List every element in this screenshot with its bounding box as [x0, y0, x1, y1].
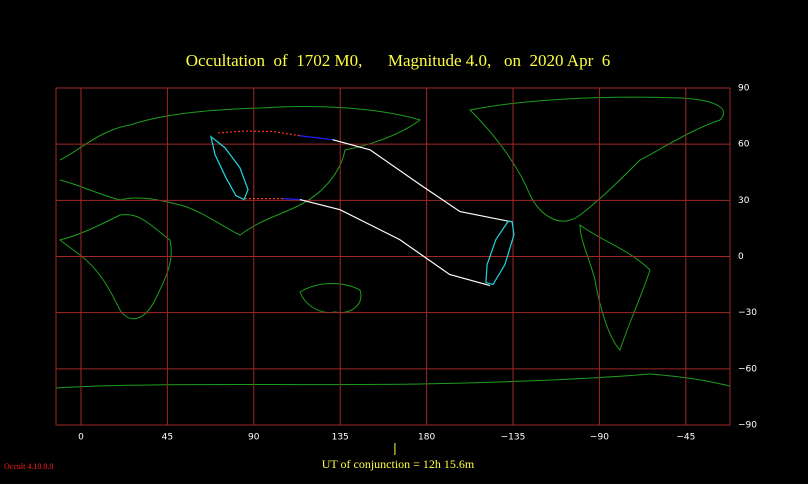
y-tick-label: −60: [738, 364, 757, 374]
x-tick-label: 45: [162, 433, 173, 443]
path-limit: [332, 139, 511, 223]
y-tick-label: −30: [738, 308, 757, 318]
footer: UT of conjunction = 12h 15.6m: [322, 457, 475, 471]
shadow-outline: [485, 220, 515, 286]
version-label: Occult 4.10.0.0: [4, 462, 53, 471]
coastline: [299, 283, 362, 314]
y-tick-label: 90: [738, 84, 750, 94]
path-limit: [299, 135, 333, 141]
x-tick-label: 135: [332, 433, 349, 443]
x-tick-label: −45: [676, 433, 695, 443]
coastline: [55, 373, 731, 389]
y-tick-label: −90: [738, 421, 757, 431]
path-limit: [299, 199, 491, 287]
y-tick-label: 30: [738, 196, 750, 206]
coastline: [468, 96, 725, 222]
x-tick-label: −135: [501, 433, 526, 443]
x-tick-label: 0: [78, 433, 84, 443]
chart-title: Occultation of 1702 M0, Magnitude 4.0, o…: [186, 51, 611, 70]
y-tick-label: 0: [738, 252, 744, 262]
coastline: [59, 106, 422, 236]
coastlines: [55, 96, 731, 389]
x-tick-label: 90: [248, 433, 260, 443]
x-tick-label: −90: [590, 433, 609, 443]
shadow-outline: [210, 135, 249, 201]
coastline: [579, 224, 651, 351]
path-limit: [282, 198, 300, 201]
y-tick-label: 60: [738, 140, 750, 150]
x-tick-label: 180: [418, 433, 435, 443]
path-limit: [218, 130, 300, 137]
coastline: [58, 214, 172, 320]
